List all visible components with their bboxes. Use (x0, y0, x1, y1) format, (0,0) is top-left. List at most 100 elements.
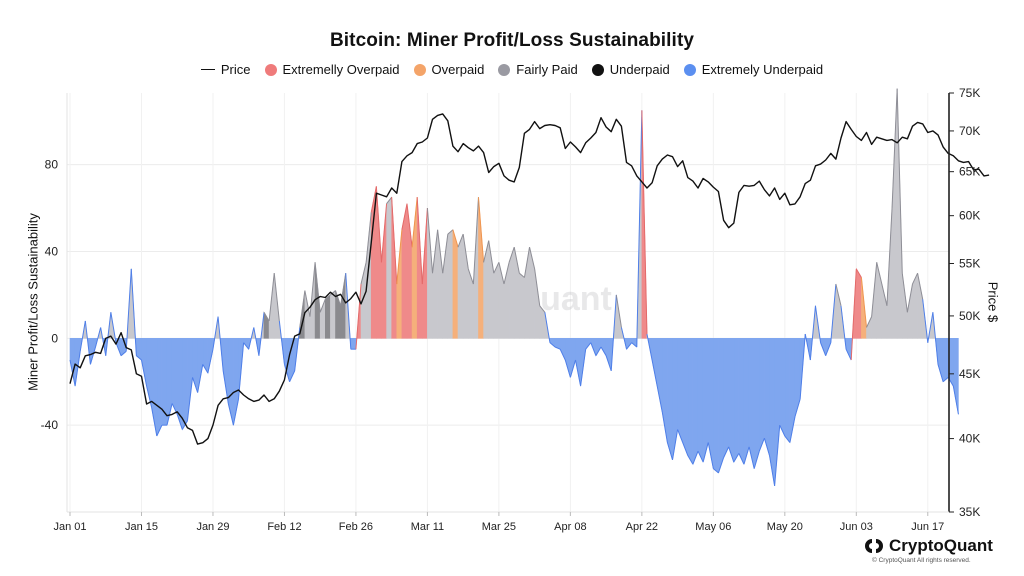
legend-label: Extremelly Overpaid (282, 62, 400, 77)
sustainability-segment (912, 272, 919, 285)
extremely-underpaid-area (718, 337, 724, 473)
sustainability-segment (646, 333, 653, 361)
extremely-underpaid-area (789, 337, 796, 443)
extremely-underpaid-area (712, 337, 719, 474)
sustainability-segment (411, 197, 418, 248)
extremely-underpaid-area (605, 337, 612, 371)
extremely-underpaid-area (743, 337, 750, 465)
sustainability-segment (564, 359, 571, 378)
brand-rights: © CryptoQuant All rights reserved. (872, 557, 971, 564)
x-tick-label: Jan 29 (196, 521, 229, 533)
sustainability-segment (605, 355, 612, 372)
extremely-underpaid-area (753, 337, 760, 469)
extremely-underpaid-area (702, 337, 709, 463)
fairly-paid-area (907, 283, 913, 339)
x-tick-label: Jan 15 (125, 521, 158, 533)
sustainability-segment (850, 268, 857, 361)
sustainability-segment (830, 284, 837, 343)
sustainability-segment (437, 229, 444, 274)
sustainability-segment (881, 283, 888, 306)
sustainability-segment (380, 203, 388, 263)
sustainability-segment (176, 414, 183, 430)
sustainability-segment (416, 197, 423, 285)
x-tick-label: May 20 (767, 521, 803, 533)
y2-tick-label: 35K (959, 505, 980, 519)
y-tick-label: 0 (51, 331, 58, 345)
fairly-paid-area (432, 229, 438, 339)
sustainability-segment (631, 342, 638, 348)
sustainability-segment (871, 262, 878, 317)
sustainability-segment (105, 312, 112, 356)
sustainability-segment (544, 312, 551, 343)
sustainability-segment (743, 446, 750, 465)
sustainability-segment (733, 453, 740, 463)
sustainability-segment (809, 305, 816, 361)
sustainability-segment (707, 442, 714, 469)
sustainability-segment (483, 240, 490, 263)
sustainability-segment (702, 442, 709, 463)
extremely-underpaid-area (784, 337, 791, 444)
extremely-underpaid-area (774, 337, 781, 486)
extremely-underpaid-area (166, 337, 173, 426)
sustainability-segment (600, 346, 607, 356)
y2-tick-label: 70K (959, 124, 980, 138)
sustainability-segment (615, 294, 622, 328)
sustainability-segment (534, 268, 541, 306)
sustainability-segment (391, 197, 398, 285)
sustainability-areas (69, 88, 959, 487)
fairly-paid-area (457, 233, 464, 339)
sustainability-segment (896, 88, 903, 274)
sustainability-segment (753, 451, 760, 469)
extremely-underpaid-area (564, 337, 571, 378)
sustainability-segment (232, 399, 239, 426)
legend-item-extremely-overpaid[interactable]: Extremelly Overpaid (264, 62, 400, 77)
sustainability-segment (661, 412, 668, 443)
sustainability-segment (891, 88, 898, 209)
sustainability-segment (462, 234, 469, 269)
sustainability-segment (136, 355, 142, 361)
sustainability-segment (840, 305, 847, 350)
sustainability-segment (539, 305, 546, 313)
sustainability-segment (677, 429, 684, 443)
legend-item-extremely-underpaid[interactable]: Extremely Underpaid (683, 62, 823, 77)
sustainability-segment (217, 316, 224, 371)
sustainability-segment (580, 349, 587, 387)
y-tick-label: 80 (45, 158, 59, 172)
extremely-underpaid-area (667, 337, 673, 460)
legend-item-fairly-paid[interactable]: Fairly Paid (498, 62, 578, 77)
fairly-paid-area (447, 229, 454, 339)
sustainability-segment (656, 385, 663, 413)
sustainability-segment (814, 305, 822, 343)
legend-item-underpaid[interactable]: Underpaid (591, 62, 670, 77)
sustainability-segment (672, 429, 679, 460)
sustainability-segment (825, 342, 832, 356)
sustainability-segment (687, 455, 694, 465)
sustainability-segment (498, 262, 505, 285)
legend-dot-icon (683, 63, 696, 76)
fairly-paid-area (493, 262, 500, 339)
sustainability-segment (355, 284, 362, 350)
legend-item-price[interactable]: Price (200, 62, 251, 77)
fairly-paid-area (437, 229, 444, 339)
sustainability-segment (432, 229, 439, 274)
underpaid-area (340, 273, 347, 339)
sustainability-segment (503, 262, 510, 285)
sustainability-segment (518, 272, 525, 278)
sustainability-segment (258, 312, 265, 356)
sustainability-segment (74, 351, 81, 387)
fairly-paid-area (427, 208, 433, 339)
sustainability-segment (314, 262, 321, 313)
legend-item-overpaid[interactable]: Overpaid (413, 62, 484, 77)
x-tick-label: Jun 17 (911, 521, 944, 533)
sustainability-segment (125, 268, 132, 352)
extremely-overpaid-area (376, 186, 382, 339)
y2-tick-label: 50K (959, 309, 980, 323)
extremely-underpaid-area (222, 337, 229, 404)
sustainability-segment (723, 446, 730, 458)
sustainability-segment (273, 273, 280, 322)
extremely-underpaid-area (156, 337, 163, 437)
sustainability-segment (89, 346, 97, 365)
sustainability-segment (779, 424, 786, 437)
extremely-underpaid-area (672, 337, 678, 460)
